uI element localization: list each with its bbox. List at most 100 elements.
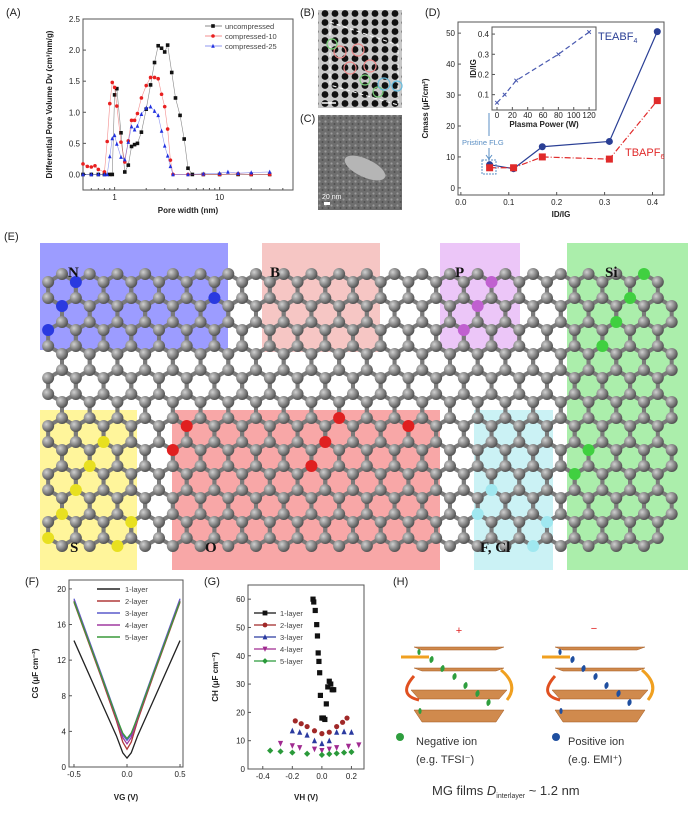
carbon-atom xyxy=(596,292,609,304)
carbon-atom xyxy=(457,532,470,544)
carbon-atom xyxy=(360,412,373,424)
x-axis-label: ID/IG xyxy=(552,210,571,219)
carbon-atom xyxy=(194,508,207,520)
carbon-atom xyxy=(208,516,221,528)
x-tick-label: 100 xyxy=(567,111,581,120)
carbon-atom xyxy=(291,468,304,480)
data-point xyxy=(316,658,322,665)
data-point xyxy=(169,70,174,75)
carbon-atom xyxy=(624,276,637,288)
dopant-atom xyxy=(527,540,540,552)
data-point xyxy=(217,170,222,176)
panel-label-g: (G) xyxy=(204,576,220,588)
carbon-atom xyxy=(554,396,567,408)
carbon-atom xyxy=(402,276,415,288)
carbon-atom xyxy=(305,396,318,408)
carbon-atom xyxy=(610,396,623,408)
ion-flow-arrow xyxy=(641,668,655,701)
carbon-atom xyxy=(665,396,678,408)
carbon-atom xyxy=(582,492,595,504)
carbon-atom xyxy=(111,300,124,312)
carbon-atom xyxy=(56,268,68,280)
carbon-atom xyxy=(236,324,249,336)
series-4-layer: 4-layer xyxy=(73,600,181,746)
data-point xyxy=(108,172,112,177)
carbon-atom xyxy=(236,276,249,288)
carbon-atom xyxy=(277,540,290,552)
carbon-atom xyxy=(499,508,512,520)
data-point xyxy=(605,137,613,145)
carbon-atom xyxy=(139,412,152,424)
carbon-atom xyxy=(222,540,235,552)
legend-marker xyxy=(262,622,268,628)
carbon-atom xyxy=(443,300,456,312)
data-point xyxy=(110,172,115,177)
carbon-atom xyxy=(568,324,581,336)
negative-electrode-stack xyxy=(542,646,655,723)
carbon-atom xyxy=(111,460,124,472)
ion xyxy=(417,649,421,655)
panel-c-micrograph: 20 nm xyxy=(318,115,402,210)
series-1-layer: 1-layer xyxy=(73,585,181,760)
carbon-atom xyxy=(582,268,595,280)
dopant-atom xyxy=(111,540,124,552)
carbon-atom xyxy=(443,508,456,520)
carbon-atom xyxy=(513,372,526,384)
graphene-sheet xyxy=(554,646,646,651)
carbon-atom xyxy=(499,348,512,360)
carbon-atom xyxy=(443,444,456,456)
carbon-atom xyxy=(166,316,179,328)
carbon-atom xyxy=(416,364,429,376)
carbon-atom xyxy=(166,348,179,360)
carbon-atom xyxy=(263,340,276,352)
carbon-atom xyxy=(582,412,595,424)
carbon-atom xyxy=(166,492,179,504)
carbon-atom xyxy=(56,316,68,328)
data-point xyxy=(186,172,190,177)
legend-label: uncompressed xyxy=(225,22,274,31)
carbon-atom xyxy=(374,468,387,480)
dopant-atom xyxy=(624,292,637,304)
carbon-atom xyxy=(125,388,138,400)
x-tick-label: 0.2 xyxy=(346,772,358,781)
carbon-atom xyxy=(457,420,470,432)
dopant-atom xyxy=(333,412,346,424)
graphene-sheet xyxy=(554,709,646,723)
carbon-atom xyxy=(263,532,276,544)
data-point xyxy=(653,97,661,105)
carbon-atom xyxy=(596,388,609,400)
y-axis-label: CG (μF cm⁻²) xyxy=(31,648,40,698)
carbon-atom xyxy=(222,348,235,360)
carbon-atom xyxy=(42,388,55,400)
x-tick-label: 0.0 xyxy=(316,772,328,781)
dopant-atom xyxy=(471,508,484,520)
carbon-atom xyxy=(333,396,346,408)
carbon-atom xyxy=(582,460,595,472)
carbon-atom xyxy=(568,292,581,304)
data-point xyxy=(102,172,107,177)
carbon-atom xyxy=(651,324,664,336)
caption-d: D xyxy=(487,783,496,798)
data-point xyxy=(139,130,144,134)
carbon-atom xyxy=(416,444,429,456)
y-tick-label: 40 xyxy=(446,60,455,69)
carbon-atom xyxy=(402,324,415,336)
carbon-atom xyxy=(471,316,484,328)
carbon-atom xyxy=(139,316,152,328)
carbon-atom xyxy=(457,340,470,352)
carbon-atom xyxy=(208,436,221,448)
carbon-atom xyxy=(194,316,207,328)
data-point xyxy=(139,111,144,116)
x-tick-label: 60 xyxy=(539,111,548,120)
carbon-atom xyxy=(97,468,110,480)
carbon-atom xyxy=(388,348,401,360)
carbon-atom xyxy=(651,340,664,352)
data-point xyxy=(168,164,173,169)
carbon-atom xyxy=(166,268,179,280)
carbon-atom xyxy=(125,420,138,432)
carbon-atom xyxy=(430,292,443,304)
carbon-atom xyxy=(333,508,346,520)
carbon-atom xyxy=(513,516,526,528)
carbon-atom xyxy=(83,268,96,280)
